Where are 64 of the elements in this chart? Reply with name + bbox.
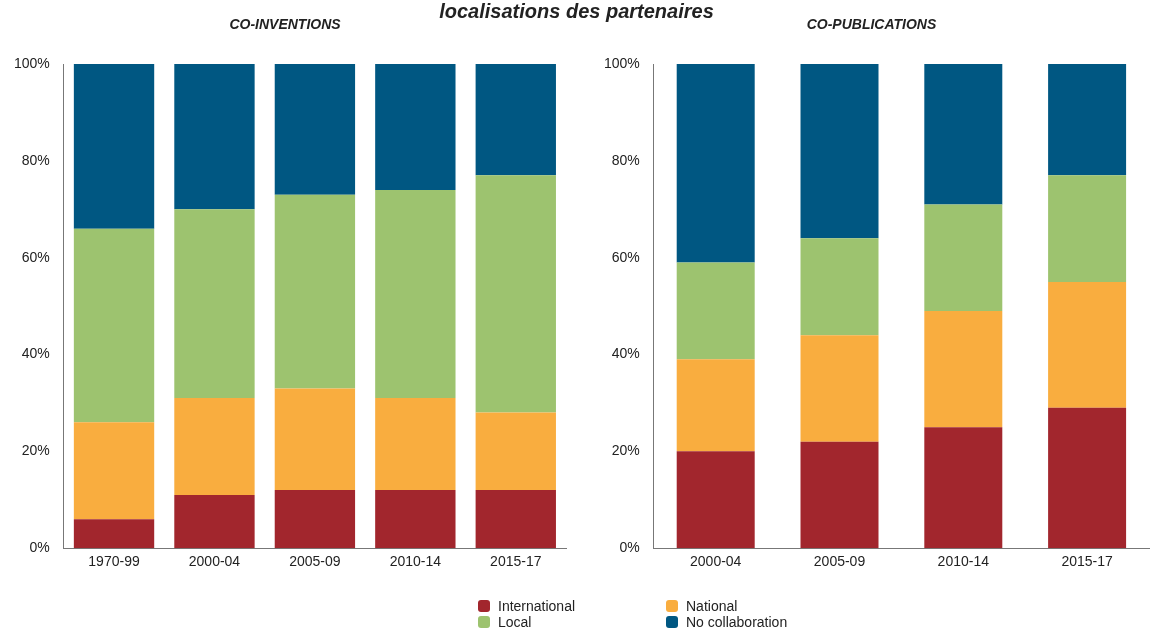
y-tick-label: 40% bbox=[21, 345, 50, 362]
x-tick-label: 2010-14 bbox=[937, 553, 990, 570]
bar bbox=[924, 310, 1003, 428]
bar bbox=[800, 441, 879, 549]
bar bbox=[676, 262, 755, 360]
x-tick-label: 2005-09 bbox=[813, 553, 866, 570]
bar bbox=[475, 175, 556, 413]
legend-label: No collaboration bbox=[685, 614, 789, 630]
bar bbox=[375, 398, 456, 491]
bar bbox=[800, 64, 879, 239]
y-tick-label: 40% bbox=[611, 345, 640, 362]
x-tick-label: 2000-04 bbox=[690, 553, 742, 570]
y-tick-label: 20% bbox=[21, 442, 50, 459]
y-tick-label: 0% bbox=[619, 539, 640, 556]
bar bbox=[375, 490, 456, 549]
legend-label: National bbox=[685, 598, 739, 614]
x-tick-label: 2015-17 bbox=[1061, 553, 1113, 570]
bar bbox=[73, 228, 155, 423]
bar bbox=[375, 64, 456, 190]
x-tick-label: 2010-14 bbox=[389, 553, 442, 570]
y-tick-label: 60% bbox=[21, 248, 50, 265]
bar bbox=[375, 189, 456, 399]
bar bbox=[924, 204, 1003, 311]
x-tick-label: 1970-99 bbox=[88, 553, 140, 570]
x-tick-label: 2005-09 bbox=[289, 553, 341, 570]
bar bbox=[475, 64, 556, 176]
bar bbox=[274, 388, 356, 491]
bar bbox=[274, 64, 356, 195]
bar bbox=[1048, 407, 1127, 549]
y-tick-label: 80% bbox=[611, 151, 640, 168]
bar bbox=[274, 490, 356, 549]
chart-subtitle: CO-PUBLICATIONS bbox=[806, 16, 937, 32]
legend-label: International bbox=[497, 598, 577, 614]
bar bbox=[1048, 64, 1127, 176]
bar bbox=[924, 64, 1003, 205]
chart-title: localisations des partenaires bbox=[439, 0, 714, 22]
bar bbox=[73, 422, 155, 520]
bar bbox=[174, 64, 255, 210]
bar bbox=[924, 427, 1003, 549]
bar bbox=[676, 359, 755, 452]
bar bbox=[174, 494, 255, 549]
bar bbox=[73, 519, 155, 549]
bar bbox=[800, 238, 879, 336]
bar bbox=[1048, 281, 1127, 408]
bar bbox=[274, 194, 356, 389]
y-tick-label: 80% bbox=[21, 151, 50, 168]
x-tick-label: 2015-17 bbox=[490, 553, 542, 570]
legend-label: Local bbox=[497, 614, 533, 630]
chart-subtitle: CO-INVENTIONS bbox=[229, 16, 341, 32]
y-tick-label: 100% bbox=[603, 54, 640, 71]
bar bbox=[676, 64, 755, 263]
y-tick-label: 60% bbox=[611, 248, 640, 265]
bar bbox=[475, 412, 556, 491]
bar bbox=[475, 490, 556, 549]
y-tick-label: 100% bbox=[13, 54, 50, 71]
bar bbox=[73, 64, 155, 229]
bar bbox=[676, 451, 755, 549]
y-tick-label: 20% bbox=[611, 442, 640, 459]
y-tick-label: 0% bbox=[29, 539, 50, 556]
bar bbox=[1048, 175, 1127, 282]
bar bbox=[174, 209, 255, 399]
x-tick-label: 2000-04 bbox=[188, 553, 241, 570]
bar bbox=[174, 398, 255, 495]
bar bbox=[800, 335, 879, 442]
